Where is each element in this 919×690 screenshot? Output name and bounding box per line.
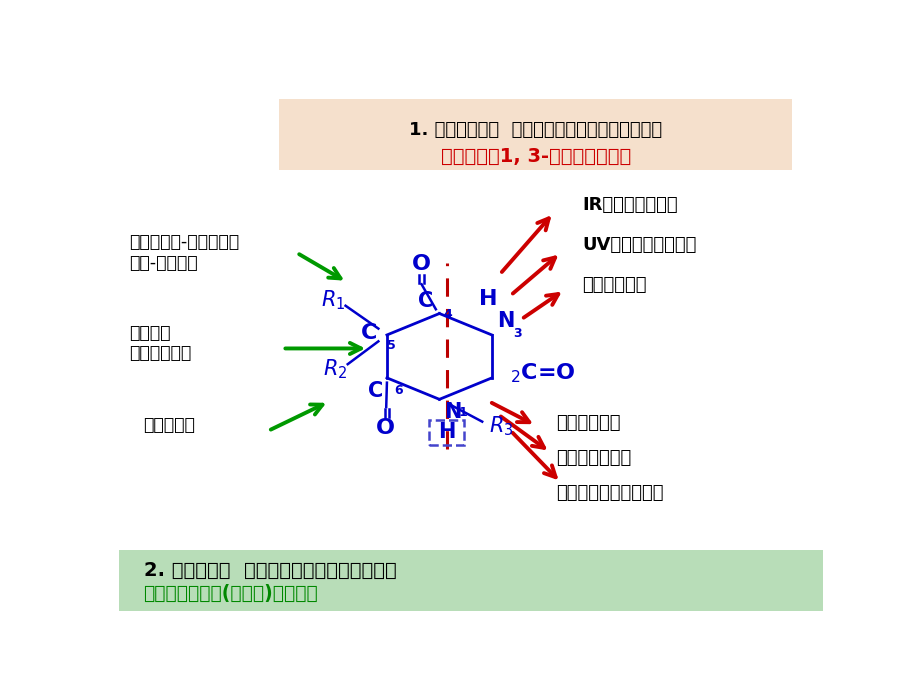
Text: $_2$C=O: $_2$C=O	[509, 362, 574, 386]
Bar	[429, 420, 463, 445]
Text: 4: 4	[443, 308, 451, 321]
Text: O: O	[412, 254, 431, 274]
FancyBboxPatch shape	[278, 99, 791, 170]
Text: 与金属离子反应: 与金属离子反应	[555, 449, 630, 467]
Text: 苯环、不饱和键(烯丙基)、硫元素: 苯环、不饱和键(烯丙基)、硫元素	[143, 584, 318, 604]
Text: 氢活泼，与香草醛反应: 氢活泼，与香草醛反应	[555, 484, 663, 502]
Text: 甲醛-硫酸反应: 甲醛-硫酸反应	[129, 255, 198, 273]
Text: UV，随电离级数变化: UV，随电离级数变化	[582, 236, 696, 254]
Text: 碱性条件水解: 碱性条件水解	[582, 276, 646, 294]
Text: C: C	[418, 291, 433, 311]
Text: 5: 5	[387, 339, 395, 352]
Text: 丙二酰脲（1, 3-二酰亚胺基团）: 丙二酰脲（1, 3-二酰亚胺基团）	[440, 146, 630, 166]
Text: 硫元素反应: 硫元素反应	[143, 417, 195, 435]
Text: H: H	[437, 422, 455, 442]
Text: N: N	[497, 310, 515, 331]
Text: 硝化、硫酸-亚硝酸钠、: 硝化、硫酸-亚硝酸钠、	[129, 233, 239, 251]
Text: 碘、溴、: 碘、溴、	[129, 324, 171, 342]
Text: $R_3$: $R_3$	[489, 414, 514, 437]
Text: 高锰酸钾反应: 高锰酸钾反应	[129, 344, 191, 362]
FancyBboxPatch shape	[119, 551, 823, 611]
Text: H: H	[479, 290, 497, 310]
Text: 3: 3	[513, 327, 521, 340]
Text: N: N	[443, 402, 460, 422]
Text: 1: 1	[459, 406, 467, 419]
Text: C: C	[368, 380, 383, 400]
Text: 1. 环状母核部分  （决定巴比妥类药物的特性）：: 1. 环状母核部分 （决定巴比妥类药物的特性）：	[409, 121, 662, 139]
Text: 2. 取代基部分  （区别各种巴比妥类药物）：: 2. 取代基部分 （区别各种巴比妥类药物）：	[143, 560, 396, 580]
Text: C: C	[361, 324, 378, 344]
Text: O: O	[376, 417, 394, 437]
Text: 6: 6	[393, 384, 403, 397]
Text: 电离，弱酸性: 电离，弱酸性	[555, 414, 619, 432]
Text: $R_2$: $R_2$	[323, 357, 347, 382]
Text: IR，巴比妥类结构: IR，巴比妥类结构	[582, 196, 677, 214]
Text: $R_1$: $R_1$	[321, 288, 346, 313]
